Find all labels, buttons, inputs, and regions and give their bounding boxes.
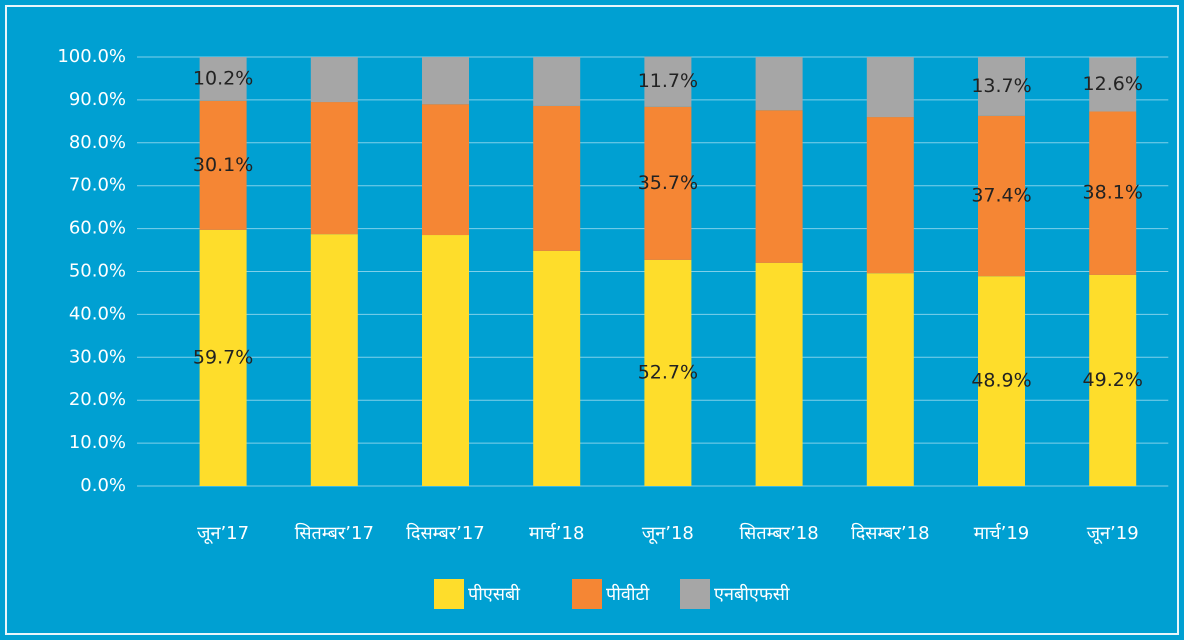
y-tick-label: 100.0% [57, 46, 126, 67]
x-tick-label: सितम्बर’17 [295, 522, 374, 544]
bar-segment [644, 56, 692, 107]
bar-segment [1089, 274, 1137, 486]
value-label: 52.7% [638, 361, 698, 383]
bar-segment [533, 105, 581, 251]
value-label: 11.7% [638, 70, 698, 92]
bar-segment [422, 235, 469, 486]
legend-label: पीएसबी [468, 583, 520, 605]
bar-segment [1089, 111, 1137, 275]
bar-segment [978, 57, 1025, 116]
y-tick-label: 50.0% [69, 261, 126, 282]
bar-segment [978, 276, 1025, 486]
bar-segment [199, 57, 247, 101]
x-tick-label: मार्च’19 [974, 522, 1029, 544]
x-tick-label: दिसम्बर’18 [851, 522, 930, 544]
bar-segment [644, 106, 692, 260]
bar-segment [533, 250, 581, 486]
legend-label: पीवीटी [606, 583, 650, 605]
bar-segment [866, 57, 914, 118]
bar-segment [644, 259, 692, 486]
bar-segment [310, 234, 358, 486]
y-tick-label: 30.0% [69, 346, 126, 367]
bar-segment [866, 117, 914, 274]
value-label: 12.6% [1083, 73, 1143, 95]
value-label: 10.2% [193, 67, 253, 89]
x-tick-label: जून’17 [197, 523, 249, 544]
x-tick-label: मार्च’18 [529, 522, 584, 544]
x-tick-label: सितम्बर’18 [739, 522, 818, 544]
y-tick-label: 60.0% [69, 218, 126, 239]
x-tick-label: जून’18 [642, 523, 694, 544]
bar-segment [978, 115, 1025, 277]
y-tick-label: 80.0% [69, 132, 126, 153]
y-tick-label: 90.0% [69, 89, 126, 110]
bar-segment [199, 229, 247, 486]
value-label: 35.7% [638, 172, 698, 194]
bar-segment [199, 100, 247, 230]
bar-segment [310, 102, 358, 235]
bar-segment [755, 262, 803, 486]
legend-swatch [434, 579, 464, 609]
value-label: 37.4% [971, 184, 1031, 206]
value-label: 49.2% [1083, 369, 1143, 391]
value-label: 38.1% [1083, 182, 1143, 204]
value-label: 59.7% [193, 346, 253, 368]
y-tick-label: 70.0% [69, 175, 126, 196]
frame [5, 5, 1179, 635]
bar-segment [310, 57, 358, 103]
value-label: 48.9% [971, 370, 1031, 392]
bar-segment [533, 57, 581, 106]
x-tick-label: दिसम्बर’17 [406, 522, 485, 544]
bar-segment [755, 110, 803, 263]
y-tick-label: 0.0% [80, 475, 126, 496]
legend-swatch [680, 579, 710, 609]
value-label: 13.7% [971, 75, 1031, 97]
x-tick-label: जून’19 [1087, 523, 1139, 544]
y-tick-label: 20.0% [69, 389, 126, 410]
bar-segment [422, 57, 469, 105]
y-tick-label: 10.0% [69, 432, 126, 453]
bar-segment [866, 273, 914, 486]
y-tick-label: 40.0% [69, 303, 126, 324]
bar-segment [422, 104, 469, 236]
value-label: 30.1% [193, 154, 253, 176]
legend-swatch [572, 579, 602, 609]
bar-segment [1089, 57, 1137, 112]
legend-label: एनबीएफसी [714, 583, 790, 605]
bar-segment [755, 57, 803, 111]
